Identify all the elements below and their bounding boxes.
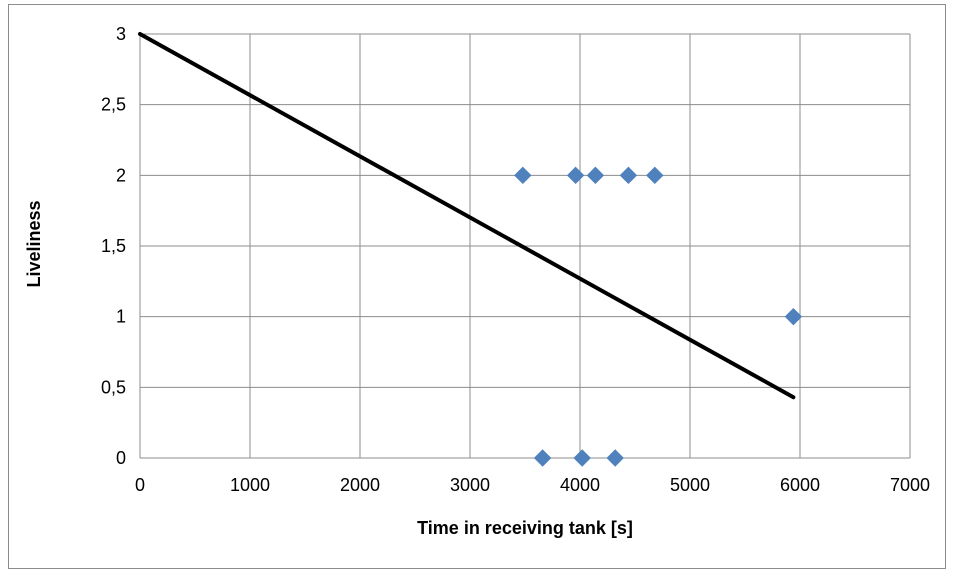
data-point-diamond bbox=[566, 166, 585, 185]
y-tick-label: 2,5 bbox=[101, 95, 126, 115]
x-tick-label: 1000 bbox=[230, 475, 270, 495]
x-tick-label: 2000 bbox=[340, 475, 380, 495]
x-tick-label: 7000 bbox=[890, 475, 930, 495]
y-axis-title: Liveliness bbox=[24, 200, 44, 287]
y-tick-label: 2 bbox=[116, 165, 126, 185]
data-point-diamond bbox=[784, 307, 803, 326]
y-tick-label: 0,5 bbox=[101, 377, 126, 397]
y-tick-label: 3 bbox=[116, 24, 126, 44]
data-point-diamond bbox=[586, 166, 605, 185]
data-point-diamond bbox=[573, 449, 591, 467]
trend-lines bbox=[138, 32, 796, 400]
x-axis-title: Time in receiving tank [s] bbox=[417, 518, 633, 538]
y-tick-label: 0 bbox=[116, 448, 126, 468]
chart-frame bbox=[8, 4, 946, 569]
x-tick-label: 0 bbox=[135, 475, 145, 495]
y-axis-ticks: 0 0,5 1 1,5 2 2,5 3 bbox=[101, 24, 126, 468]
y-tick-label: 1,5 bbox=[101, 236, 126, 256]
data-point-diamond bbox=[533, 449, 552, 467]
y-tick-label: 1 bbox=[116, 307, 126, 327]
x-tick-label: 3000 bbox=[450, 475, 490, 495]
data-point-diamond bbox=[514, 166, 532, 185]
x-axis-ticks: 0 1000 2000 3000 4000 5000 6000 7000 bbox=[135, 475, 930, 495]
data-point-diamond bbox=[606, 449, 624, 467]
data-points bbox=[514, 166, 803, 467]
data-point-diamond bbox=[646, 166, 664, 185]
x-tick-label: 5000 bbox=[670, 475, 710, 495]
trend-line bbox=[138, 32, 796, 400]
x-tick-label: 4000 bbox=[560, 475, 600, 495]
x-tick-label: 6000 bbox=[780, 475, 820, 495]
data-point-diamond bbox=[619, 166, 638, 185]
